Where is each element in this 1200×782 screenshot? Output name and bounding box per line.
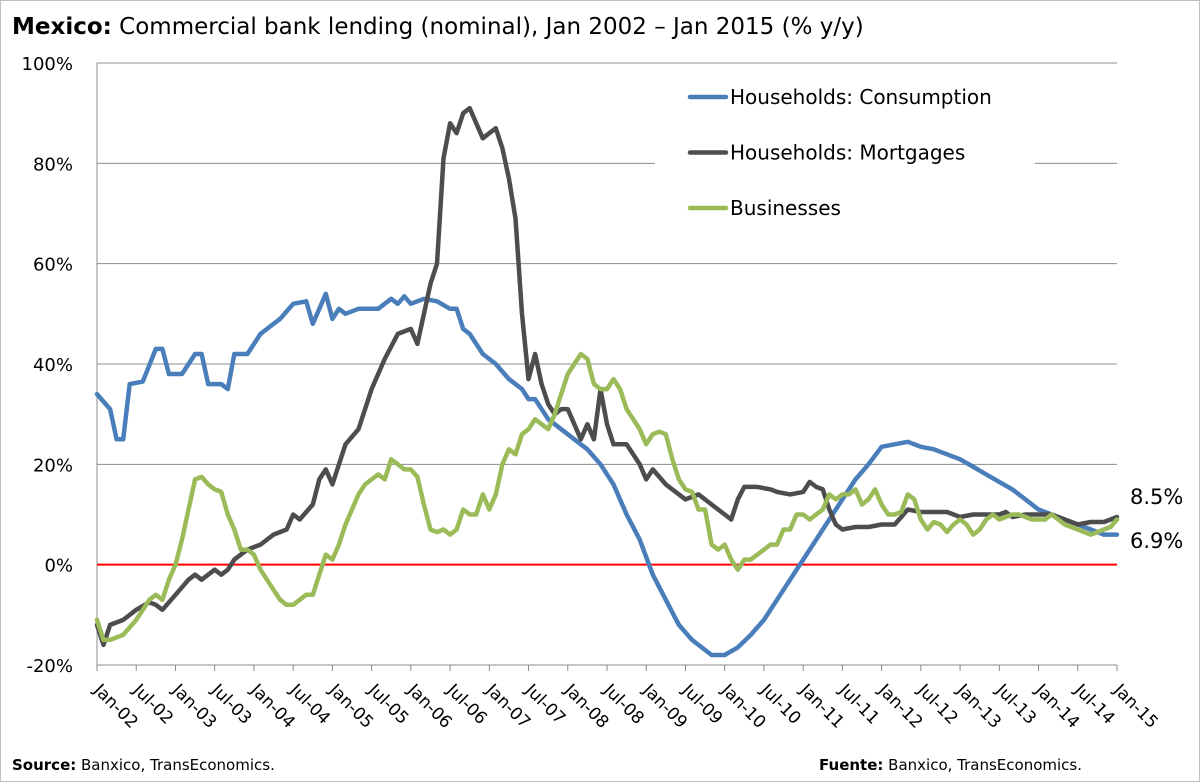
legend-label: Households: Mortgages xyxy=(730,141,965,165)
y-tick-label: 80% xyxy=(33,154,73,175)
x-tick-label: Jan-15 xyxy=(1109,680,1162,733)
legend-label: Businesses xyxy=(730,196,841,220)
end-value-label: 6.9% xyxy=(1130,529,1183,553)
y-tick-label: 40% xyxy=(33,355,73,376)
fuente-text: Banxico, TransEconomics. xyxy=(883,756,1082,774)
legend-label: Households: Consumption xyxy=(730,85,992,109)
x-tick-label: Jan-12 xyxy=(873,680,926,733)
x-tick-label: Jan-06 xyxy=(403,680,456,733)
x-tick-label: Jan-10 xyxy=(716,680,769,733)
source-label: Source: xyxy=(12,756,77,774)
y-tick-label: 100% xyxy=(22,54,73,75)
title-rest: Commercial bank lending (nominal), Jan 2… xyxy=(111,14,864,40)
x-tick-label: Jan-07 xyxy=(481,680,534,733)
series-line-2 xyxy=(94,105,1120,648)
y-tick-label: 0% xyxy=(44,556,73,577)
series-line-1 xyxy=(94,291,1120,658)
fuente-note: Fuente: Banxico, TransEconomics. xyxy=(819,756,1082,774)
y-tick-label: 60% xyxy=(33,255,73,276)
y-tick-label: -20% xyxy=(26,656,73,677)
x-tick-label: Jan-13 xyxy=(952,680,1005,733)
source-text: Banxico, TransEconomics. xyxy=(76,756,275,774)
source-note: Source: Banxico, TransEconomics. xyxy=(12,756,275,774)
fuente-label: Fuente: xyxy=(819,756,884,774)
y-tick-label: 20% xyxy=(33,455,73,476)
legend-box xyxy=(655,74,1035,246)
chart-title: Mexico: Commercial bank lending (nominal… xyxy=(12,14,864,40)
x-tick-label: Jan-09 xyxy=(638,680,691,733)
title-bold: Mexico: xyxy=(12,14,112,40)
x-tick-label: Jan-08 xyxy=(560,680,613,733)
x-tick-label: Jan-11 xyxy=(795,680,848,733)
x-tick-label: Jan-14 xyxy=(1030,680,1083,733)
x-tick-label: Jan-05 xyxy=(324,680,377,733)
series-line-3 xyxy=(94,351,1120,643)
x-tick-label: Jan-04 xyxy=(246,680,299,733)
x-tick-label: Jan-02 xyxy=(89,680,142,733)
x-tick-label: Jan-03 xyxy=(167,680,220,733)
end-value-label: 8.5% xyxy=(1130,485,1183,509)
